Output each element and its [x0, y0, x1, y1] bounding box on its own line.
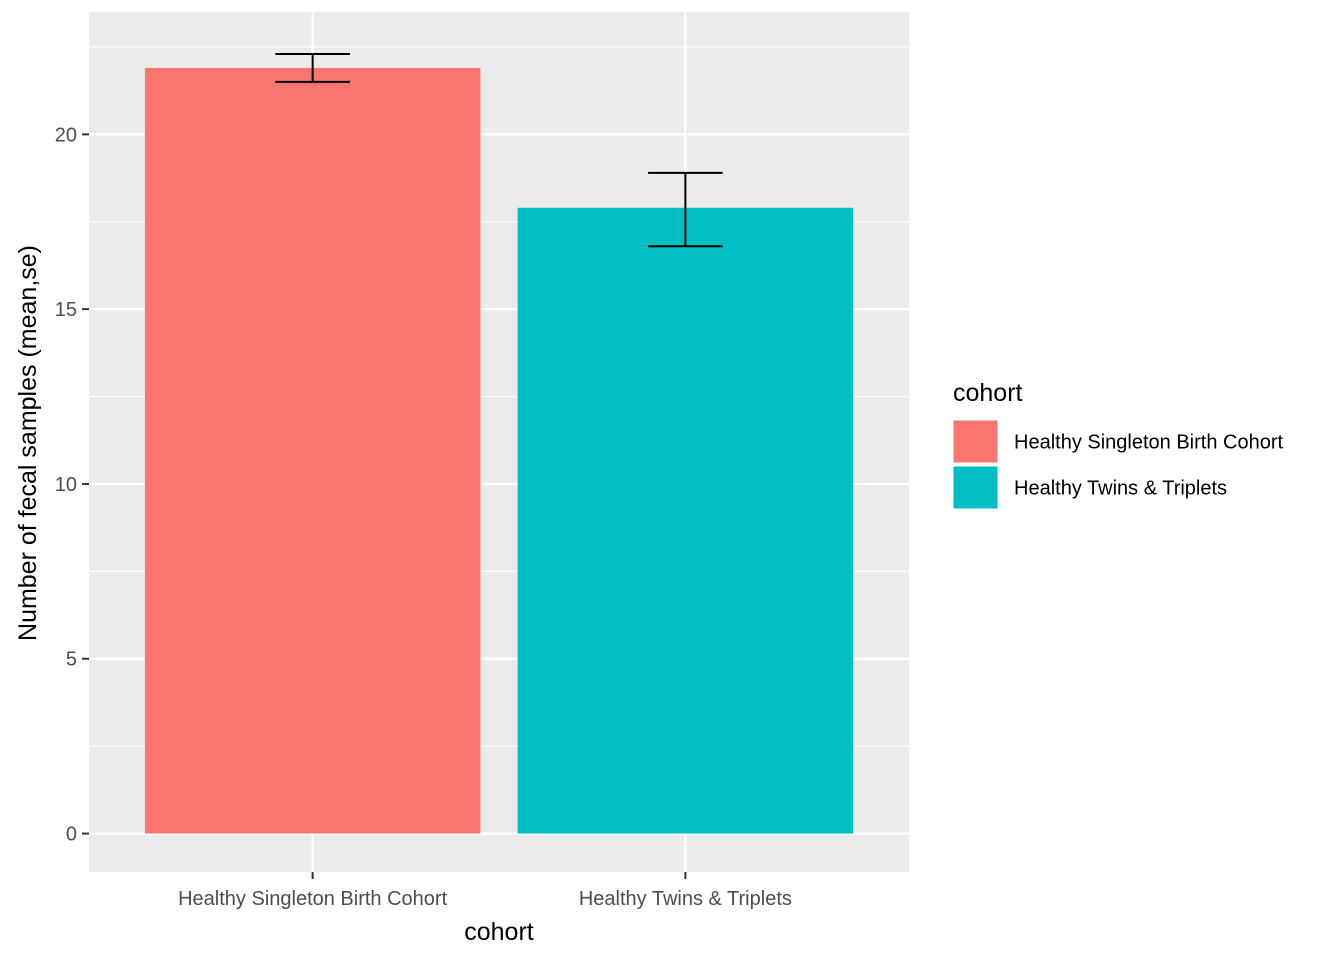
x-tick-label: Healthy Singleton Birth Cohort — [178, 888, 447, 910]
x-tick-label: Healthy Twins & Triplets — [579, 888, 792, 910]
y-tick-label: 15 — [55, 299, 77, 321]
x-axis-title: cohort — [464, 918, 534, 946]
legend-label: Healthy Twins & Triplets — [1014, 478, 1227, 500]
y-axis-title: Number of fecal samples (mean,se) — [14, 245, 42, 641]
y-tick-label: 10 — [55, 474, 77, 496]
y-tick-label: 0 — [66, 824, 77, 846]
bars — [144, 67, 854, 834]
y-tick-label: 5 — [66, 649, 77, 671]
error-bars — [275, 52, 723, 248]
y-tick-label: 20 — [55, 124, 77, 146]
bar — [144, 67, 481, 834]
error-bar — [648, 171, 723, 248]
legend-entry: Healthy Singleton Birth Cohort — [952, 419, 1283, 464]
error-bar — [275, 52, 350, 83]
axes: 0 5 10 15 20 Healthy Singleton Birth Cohort He… — [55, 124, 792, 910]
legend-title: cohort — [953, 379, 1023, 407]
legend-swatch — [952, 465, 999, 510]
legend-swatch — [952, 419, 999, 464]
legend-label: Healthy Singleton Birth Cohort — [1014, 432, 1283, 454]
legend: cohort Healthy Singleton Birth Cohort Hea… — [952, 379, 1283, 510]
bar — [517, 207, 854, 834]
legend-entry: Healthy Twins & Triplets — [952, 465, 1227, 510]
